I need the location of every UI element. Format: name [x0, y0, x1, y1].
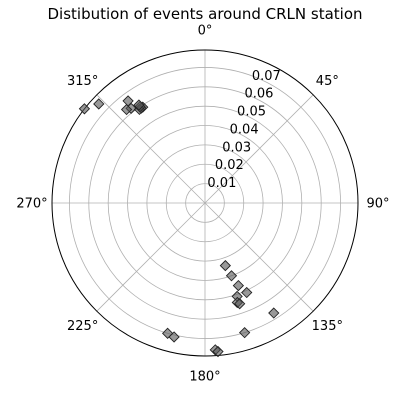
data-point [268, 307, 280, 319]
chart-title: Distibution of events around CRLN statio… [47, 5, 362, 23]
theta-gridline [96, 202, 206, 312]
data-point [212, 345, 224, 358]
theta-tick-label: 0° [198, 24, 213, 39]
data-point [219, 259, 231, 272]
r-tick-label: 0.03 [222, 140, 251, 155]
data-point [78, 103, 91, 115]
data-point [225, 270, 238, 282]
data-point [239, 327, 251, 339]
r-gridline [165, 163, 245, 243]
axis-labels: 0° 45° 90° 135° 180° 225° 270° 315° 0.01 0.02 0.03… [16, 24, 389, 385]
theta-gridline [204, 202, 314, 312]
r-tick-label: 0.07 [252, 69, 281, 84]
r-tick-label: 0.05 [237, 105, 266, 120]
theta-gridline [96, 94, 206, 204]
data-point [93, 98, 105, 110]
polar-grid [51, 49, 359, 357]
r-gridline [146, 144, 264, 262]
data-point [232, 279, 245, 292]
data-point [120, 103, 133, 116]
theta-tick-label: 180° [189, 370, 220, 385]
r-tick-label: 0.01 [207, 176, 236, 191]
data-point [234, 298, 246, 310]
r-gridline [88, 86, 322, 320]
r-gridline [107, 105, 303, 301]
r-tick-label: 0.04 [230, 122, 259, 137]
r-gridline [69, 67, 341, 339]
data-points [78, 95, 280, 358]
theta-tick-label: 90° [366, 197, 389, 212]
data-point [133, 99, 145, 111]
theta-gridline [204, 94, 314, 204]
polar-frame [51, 49, 359, 357]
theta-tick-label: 45° [316, 74, 339, 89]
data-point [241, 286, 253, 299]
r-tick-label: 0.02 [215, 158, 244, 173]
theta-tick-label: 135° [312, 319, 343, 334]
r-gridline [127, 125, 283, 281]
theta-tick-label: 270° [16, 197, 47, 212]
data-point [168, 331, 180, 343]
r-tick-label: 0.06 [244, 87, 273, 102]
theta-tick-label: 225° [67, 319, 98, 334]
theta-tick-label: 315° [67, 74, 98, 89]
data-point [122, 95, 134, 107]
r-gridline [185, 183, 225, 223]
